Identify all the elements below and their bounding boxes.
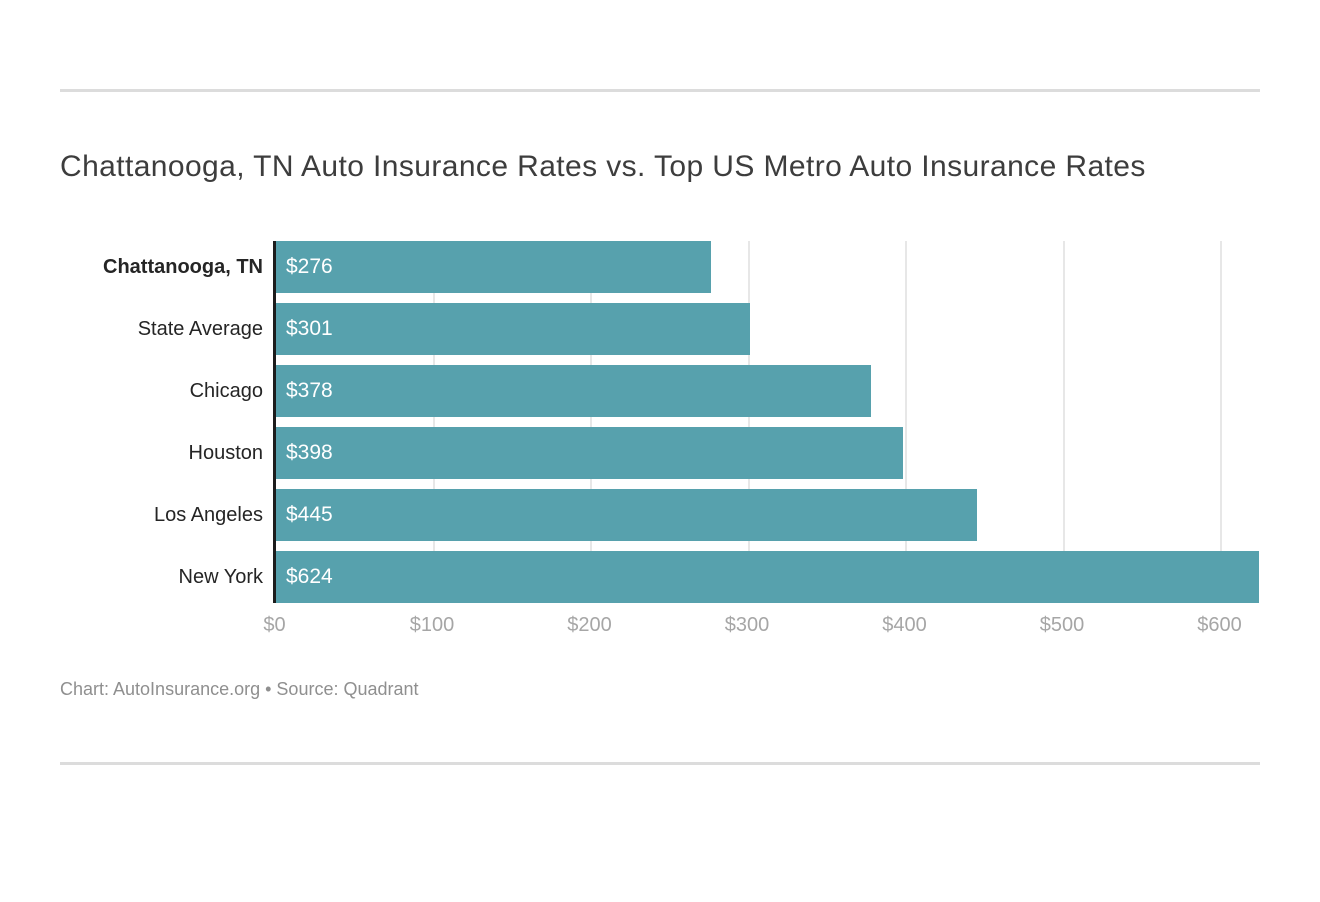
x-tick-label: $600 [1197, 614, 1242, 636]
bar-value-label: $301 [286, 317, 333, 340]
category-label: Los Angeles [154, 503, 263, 526]
bar-value-label: $276 [286, 255, 333, 278]
bar-value-label: $398 [286, 441, 333, 464]
credit-line: Chart: AutoInsurance.org • Source: Quadr… [60, 679, 419, 699]
x-axis-ticks: $0 $100 $200 $300 $400 $500 $600 [263, 603, 1260, 643]
gridline [590, 241, 592, 603]
plot-area: $276 $301 $378 $398 $445 $624 [273, 241, 1260, 603]
bar: $445 [276, 489, 977, 541]
bar: $276 [276, 241, 711, 293]
gridline [905, 241, 907, 603]
chart-title: Chattanooga, TN Auto Insurance Rates vs.… [60, 150, 1146, 183]
bar: $301 [276, 303, 751, 355]
category-labels: Chattanooga, TN State Average Chicago Houst… [60, 241, 263, 603]
category-label: New York [178, 565, 264, 588]
category-label: Houston [188, 441, 264, 464]
bar: $378 [276, 365, 872, 417]
x-tick-label: $100 [409, 614, 455, 636]
x-tick-label: $400 [882, 614, 927, 636]
bar-value-label: $624 [286, 565, 333, 588]
bar-chart: Chattanooga, TN State Average Chicago Houst… [60, 241, 1260, 643]
bar-value-label: $445 [286, 503, 333, 526]
x-tick-label: $500 [1039, 614, 1085, 636]
x-tick-label: $300 [724, 614, 770, 636]
category-label: Chicago [189, 379, 263, 402]
chart-page: Chattanooga, TN Auto Insurance Rates vs.… [0, 89, 1320, 902]
bar: $624 [276, 551, 1259, 603]
gridline [1220, 241, 1222, 603]
gridline [432, 241, 435, 603]
category-label: State Average [137, 317, 263, 340]
chart-body: Chattanooga, TN State Average Chicago Houst… [60, 241, 1260, 603]
gridline [747, 241, 750, 603]
bottom-divider [60, 762, 1260, 765]
category-label: Chattanooga, TN [103, 255, 263, 278]
bar: $398 [276, 427, 903, 479]
top-divider [60, 89, 1260, 92]
bar-value-label: $378 [286, 379, 333, 402]
gridline [1062, 241, 1065, 603]
x-tick-label: $200 [567, 614, 612, 636]
x-tick-label: $0 [263, 614, 286, 636]
